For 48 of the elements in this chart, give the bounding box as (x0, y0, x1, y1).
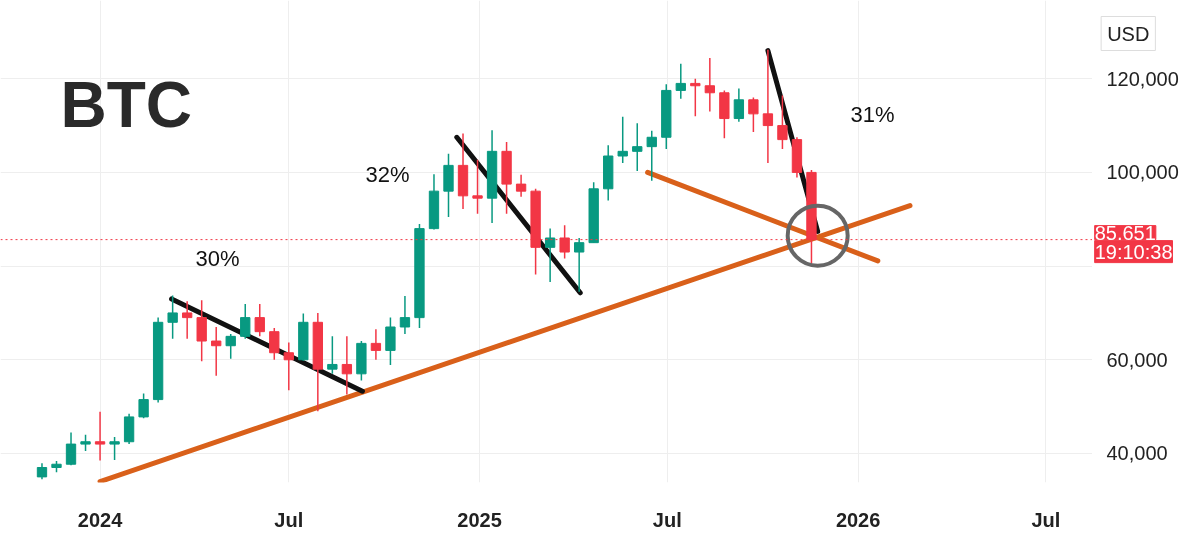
annotation: 32% (365, 161, 410, 187)
candlestick (632, 122, 643, 172)
y-tick-label: 120,000 (1106, 67, 1179, 90)
candlestick (762, 48, 774, 164)
y-tick-label: 40,000 (1106, 442, 1168, 465)
candlestick (138, 392, 149, 420)
candlestick (370, 328, 382, 361)
candlestick (385, 316, 396, 366)
annotation: 30% (195, 245, 240, 271)
x-tick-label: 2026 (835, 508, 881, 531)
x-tick-label: 2024 (77, 508, 124, 531)
candlestick (399, 295, 411, 335)
candlestick (196, 299, 207, 362)
candlestick (254, 303, 265, 338)
candlestick (574, 237, 585, 293)
y-tick-label: 100,000 (1106, 161, 1179, 184)
candlestick (225, 333, 236, 360)
candlestick (167, 294, 178, 340)
x-tick-label: Jul (274, 508, 304, 531)
candlestick (675, 62, 686, 100)
x-tick-label: 2025 (457, 508, 502, 531)
candlestick (544, 227, 556, 283)
candlestick (269, 327, 280, 361)
candlestick (777, 94, 788, 150)
candlestick (65, 431, 77, 466)
candlestick (327, 335, 338, 375)
candlestick (94, 411, 106, 462)
x-tick-label: Jul (652, 508, 682, 531)
candlestick (341, 335, 353, 396)
candlestick (515, 174, 527, 198)
candlestick (646, 129, 657, 182)
candlestick (283, 341, 294, 391)
candlestick (182, 300, 193, 340)
candlestick (472, 159, 483, 215)
candlestick (617, 115, 628, 164)
text: USD (1107, 22, 1150, 45)
candlestick (704, 57, 715, 113)
candlestick (211, 326, 222, 377)
candlestick (109, 436, 120, 461)
text: BTC (60, 68, 193, 141)
y-tick-label: 60,000 (1106, 348, 1168, 371)
candlestick (240, 303, 251, 340)
candlestick (690, 77, 701, 117)
candlestick (733, 87, 745, 123)
annotation: 31% (850, 101, 895, 127)
x-tick-label: Jul (1031, 508, 1061, 531)
text: 19:10:38 (1094, 240, 1173, 263)
candlestick (748, 96, 759, 133)
